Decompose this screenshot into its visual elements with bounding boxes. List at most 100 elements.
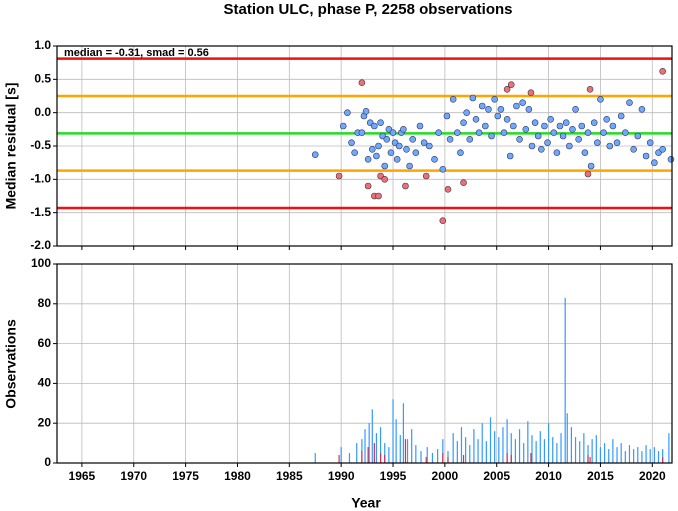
point [351,149,358,156]
x-tick-label: 2010 [535,469,562,483]
bar [523,443,525,463]
point [646,139,654,146]
y-tick-label: 80 [38,296,52,310]
bar [587,445,589,463]
y-tick-label: -1.0 [30,172,51,186]
point [412,149,420,156]
y-axis-label: Median residual [s] [3,83,19,210]
point [435,129,442,136]
point [478,102,486,110]
bar [367,447,369,463]
y-tick-label: 20 [38,415,52,429]
point [409,136,417,143]
bar [361,451,363,463]
x-tick-label: 1985 [276,469,303,483]
point [403,146,410,153]
bar [431,453,434,463]
point [506,152,514,160]
point [485,106,492,113]
point [368,146,376,153]
bar [460,427,463,463]
y-tick-label: 60 [38,336,52,350]
bar [633,449,635,463]
point [556,122,564,130]
point [638,106,646,113]
bar [442,453,444,463]
point [587,162,595,170]
bar [452,433,454,463]
point [572,106,579,113]
bar [506,419,508,463]
point [538,146,545,153]
x-tick-label: 2015 [587,469,614,483]
bar [624,451,626,463]
bar [411,429,413,463]
y-tick-label: 0.5 [34,72,51,86]
point [584,170,592,178]
point [472,116,480,123]
bar [392,399,394,463]
point [513,102,520,110]
x-tick-label: 2000 [432,469,459,483]
point [466,136,474,143]
point [488,132,495,140]
point [431,156,438,163]
bar [645,445,647,463]
point [439,217,447,224]
x-tick-label: 1980 [224,469,251,483]
point [559,132,567,140]
point [606,142,614,150]
point [482,122,489,130]
bar [395,419,397,463]
bar [649,449,651,463]
point [626,99,633,106]
x-tick-label: 2020 [639,469,666,483]
point [377,119,384,126]
point [348,139,355,146]
point [375,192,382,200]
point [339,122,347,130]
point [600,129,607,136]
point [497,106,505,113]
y-tick-label: -0.5 [30,138,51,152]
point [547,116,554,123]
bar [543,439,546,463]
point [594,139,601,146]
bar [566,413,568,463]
point [590,119,598,126]
bar [338,455,340,463]
point [553,149,561,156]
point [659,68,666,75]
point [544,139,551,146]
point [335,172,343,180]
bar [506,453,508,463]
bar [564,297,566,463]
point [667,156,675,163]
bar [356,443,358,463]
point [525,106,533,113]
point [578,122,586,130]
point [449,96,457,103]
point [402,182,409,190]
bar [620,443,622,463]
bar [662,457,664,463]
point [609,122,617,130]
bar [510,433,512,463]
bar [375,433,378,463]
y-tick-label: 40 [38,376,52,390]
bar [498,437,500,463]
bar [348,453,351,463]
bar [465,437,467,463]
point [531,119,539,126]
bar [494,431,496,463]
bar [379,427,382,463]
point [422,172,430,180]
point [400,126,407,133]
x-axis-label: Year [351,495,381,511]
bar [462,455,465,463]
point [522,126,530,133]
bar [442,439,444,463]
point [651,159,658,166]
point [516,136,523,143]
bar [587,455,589,463]
